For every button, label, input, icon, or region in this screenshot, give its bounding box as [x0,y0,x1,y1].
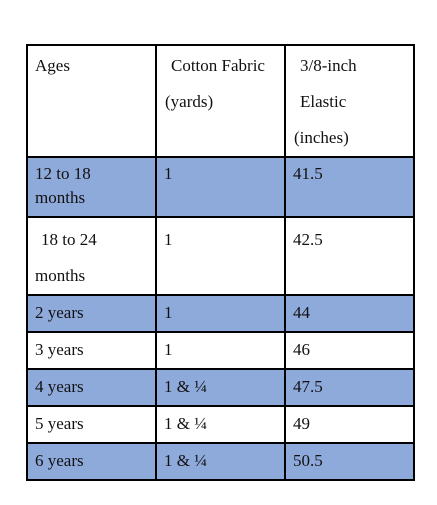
table-row: Ages Cotton Fabric (yards) 3/8-inch Elastic (… [26,44,415,158]
table-cell: 5 years [26,405,157,444]
cell-text: 2 years [35,303,84,322]
cell-text: 1 [164,303,173,322]
table-cell: 1 & ¼ [155,405,286,444]
cell-text: months [35,266,86,285]
cell-text: 3 years [35,340,84,359]
table-cell: 46 [284,331,415,370]
cell-text: 1 [164,340,173,359]
table-row: 6 years 1 & ¼ 50.5 [26,442,415,481]
cell-text: 41.5 [293,164,323,183]
table-cell: 1 [155,294,286,333]
table-cell: 1 [155,331,286,370]
table-row: 2 years 1 44 [26,294,415,333]
table-cell: 4 years [26,368,157,407]
cell-text: Elastic [300,92,347,111]
table-cell: Ages [26,44,157,158]
table-cell: 44 [284,294,415,333]
cell-text: 1 & ¼ [164,377,207,396]
cell-text: 44 [293,303,310,322]
table-row: 4 years 1 & ¼ 47.5 [26,368,415,407]
size-table: Ages Cotton Fabric (yards) 3/8-inch Elastic (… [26,44,415,481]
table-cell: 41.5 [284,156,415,218]
table-cell: 18 to 24 months [26,216,157,296]
cell-text: (yards) [165,92,214,111]
cell-text: 1 [164,230,173,249]
table-cell: 2 years [26,294,157,333]
cell-text: 49 [293,414,310,433]
cell-text: Cotton Fabric [171,56,265,75]
table-row: 18 to 24 months 1 42.5 [26,216,415,296]
table-cell: 49 [284,405,415,444]
table-cell: 3 years [26,331,157,370]
cell-text: 1 & ¼ [164,451,207,470]
cell-text: 3/8-inch [300,56,357,75]
table-cell: 50.5 [284,442,415,481]
table-cell: 1 & ¼ [155,368,286,407]
cell-text: Ages [35,56,70,75]
table-row: 3 years 1 46 [26,331,415,370]
table-cell: 6 years [26,442,157,481]
cell-text: 12 to 18 [35,164,91,183]
table-cell: 12 to 18 months [26,156,157,218]
table-cell: 42.5 [284,216,415,296]
table-cell: 1 [155,156,286,218]
cell-text: (inches) [294,128,349,147]
cell-text: 50.5 [293,451,323,470]
table-cell: 3/8-inch Elastic (inches) [284,44,415,158]
cell-text: months [35,188,86,207]
cell-text: 47.5 [293,377,323,396]
cell-text: 5 years [35,414,84,433]
table-row: 12 to 18 months 1 41.5 [26,156,415,218]
cell-text: 6 years [35,451,84,470]
cell-text: 46 [293,340,310,359]
table-row: 5 years 1 & ¼ 49 [26,405,415,444]
table-body: Ages Cotton Fabric (yards) 3/8-inch Elastic (… [26,44,415,481]
cell-text: 4 years [35,377,84,396]
cell-text: 42.5 [293,230,323,249]
table-cell: Cotton Fabric (yards) [155,44,286,158]
table-cell: 1 & ¼ [155,442,286,481]
cell-text: 1 & ¼ [164,414,207,433]
table-cell: 47.5 [284,368,415,407]
cell-text: 18 to 24 [41,230,97,249]
table-cell: 1 [155,216,286,296]
cell-text: 1 [164,164,173,183]
